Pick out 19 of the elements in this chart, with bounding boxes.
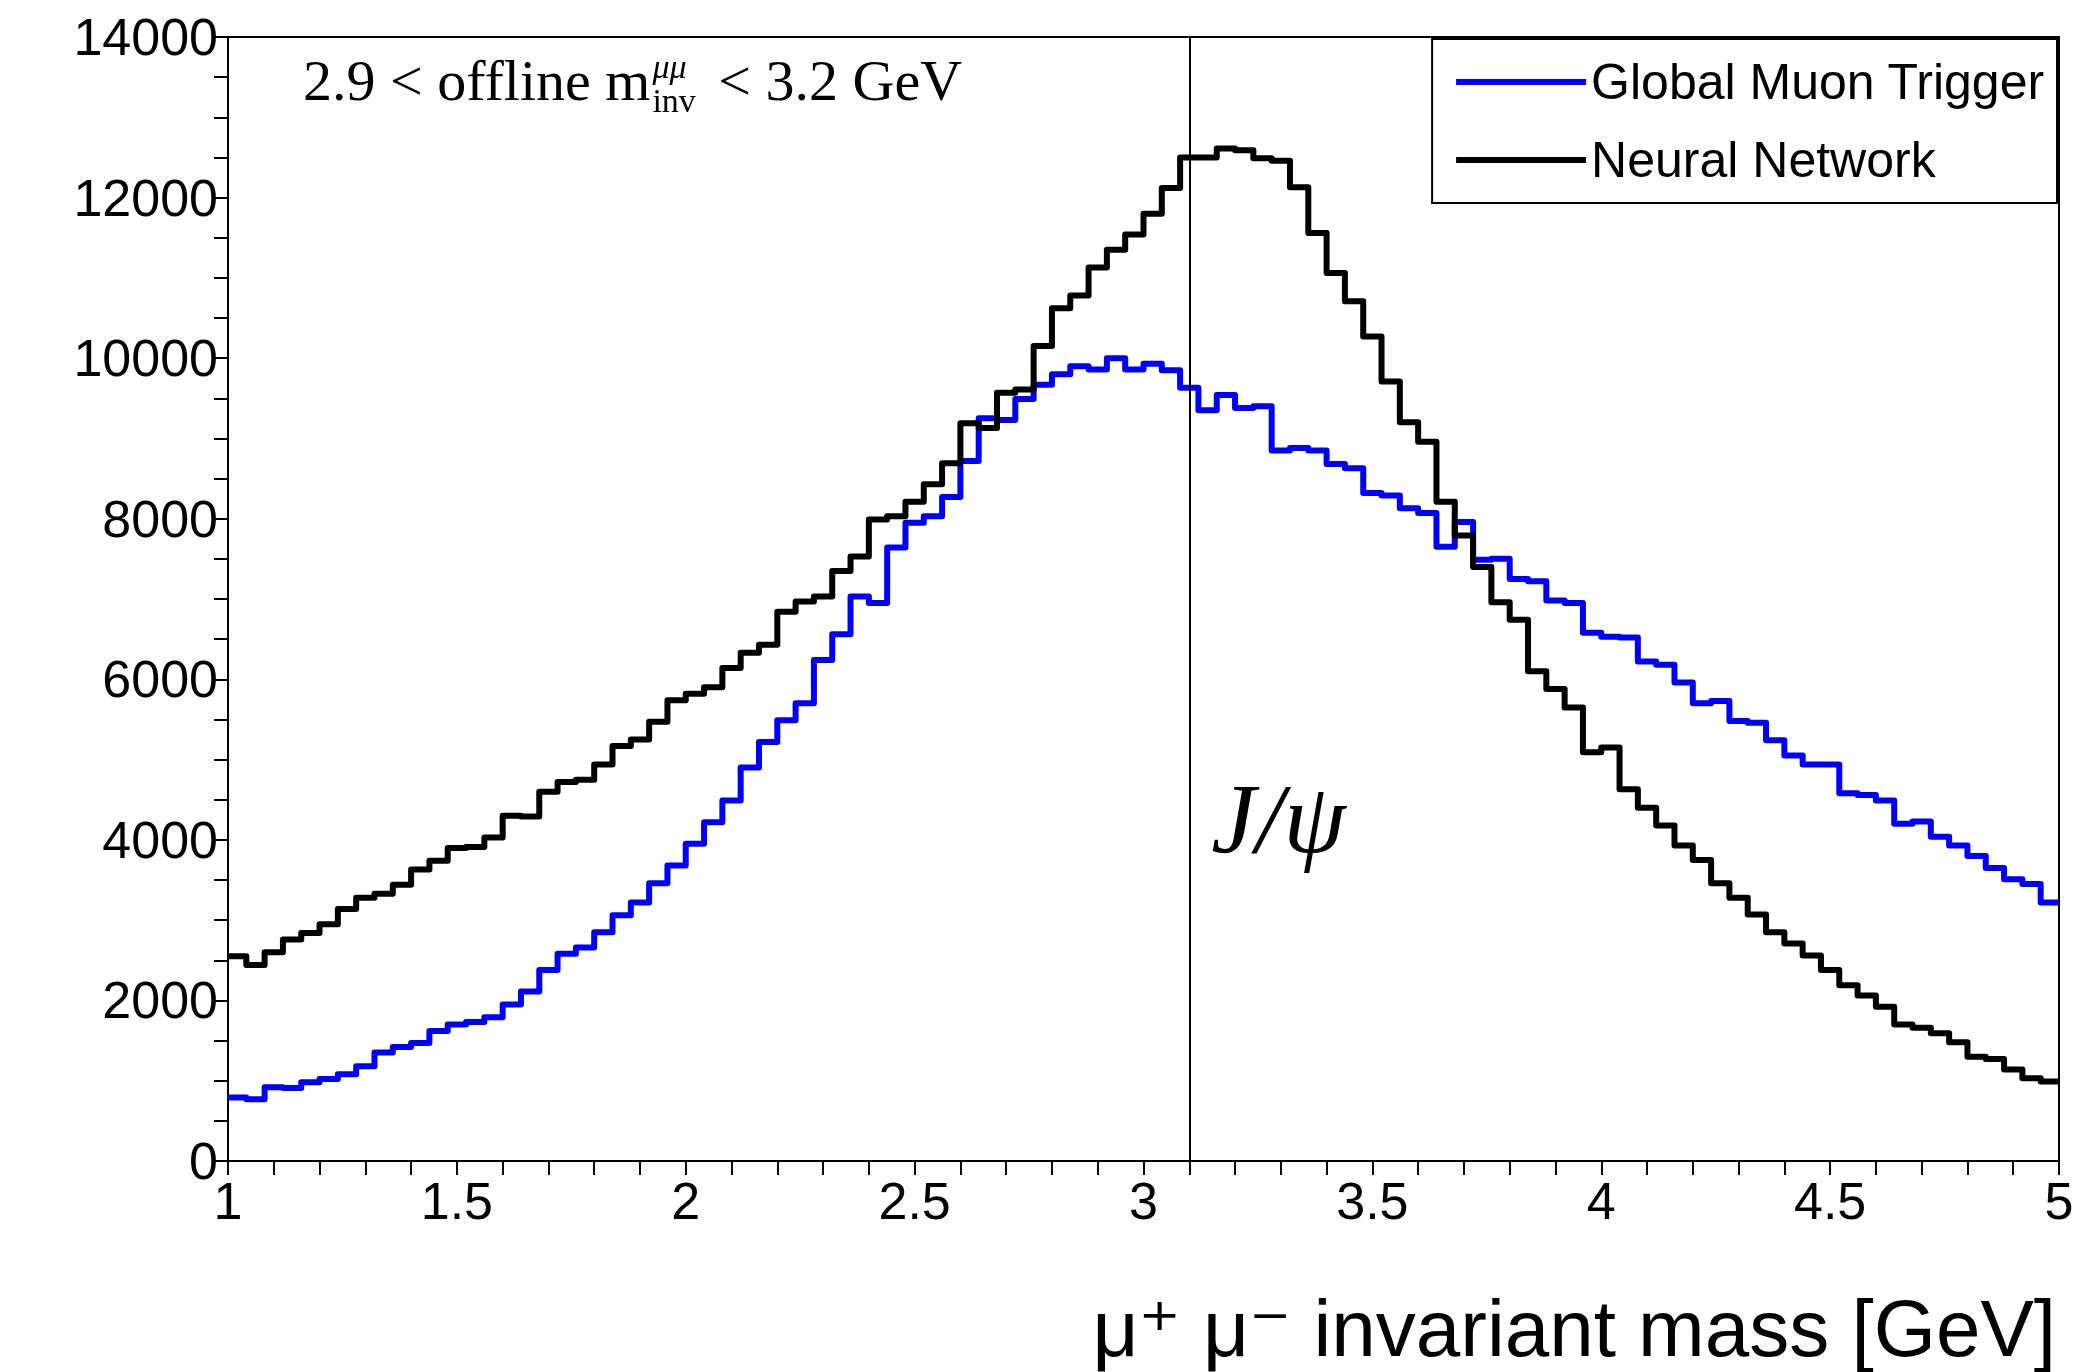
x-tick-label: 4 (1586, 1172, 1616, 1230)
y-tick-label: 4000 (102, 810, 218, 869)
legend-label: Global Muon Trigger (1591, 54, 2045, 110)
x-tick-label: 5 (2044, 1172, 2074, 1230)
legend-label: Neural Network (1591, 132, 1937, 188)
y-tick-label: 12000 (73, 168, 218, 227)
y-tick-label: 8000 (102, 489, 218, 548)
annotation: 2.9 < offline m$^{μμ}$$_{inv}$ < 3.2 GeV (303, 47, 963, 119)
x-tick-label: 1.5 (420, 1172, 494, 1230)
y-tick-label: 10000 (73, 329, 218, 388)
x-tick-label: 3 (1129, 1172, 1158, 1230)
y-tick-label: 14000 (73, 8, 218, 66)
ref-line-label: J/ψ (1211, 763, 1348, 875)
x-tick-label: 3.5 (1336, 1172, 1409, 1230)
x-tick-label: 2.5 (878, 1172, 951, 1230)
x-tick-label: 4.5 (1793, 1172, 1867, 1230)
x-tick-label: 2 (671, 1172, 701, 1230)
y-tick-label: 2000 (102, 971, 218, 1030)
y-tick-label: 6000 (102, 650, 218, 709)
